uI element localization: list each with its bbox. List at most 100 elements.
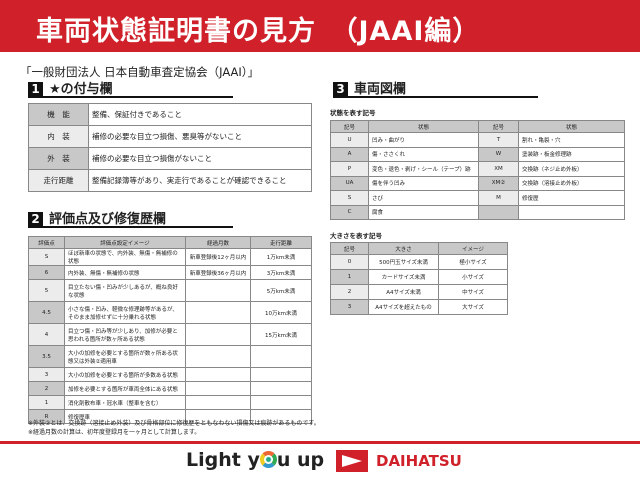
table-cell: 整備記録簿等があり、実走行であることが確認できること	[88, 169, 312, 192]
table-cell: P	[330, 161, 369, 177]
table-cell: 6	[28, 265, 65, 280]
table-cell: R	[28, 409, 65, 424]
table-cell: 1万km未満	[250, 248, 312, 266]
table-row: C 腐食	[330, 204, 625, 220]
table-cell: 加修を必要とする箇所が車両全体にある状態	[64, 381, 186, 396]
table-row: 6 内外装、無傷・無補修の状態 新車登録後36ヶ月以内 3万km未満	[28, 265, 312, 280]
subtitle: 「一般財団法人 日本自動車査定協会（JAAI）」	[20, 65, 260, 79]
table-cell: 整備、保証付きであること	[88, 103, 312, 126]
table-cell: 10万km未満	[250, 301, 312, 324]
table-cell: XM②	[478, 175, 519, 191]
table-row: 機 能整備、保証付きであること	[28, 103, 312, 126]
table-cell: 大小の加修を必要とする箇所が多数ある状態	[64, 367, 186, 382]
title-band: 車両状態証明書の見方 （JAAI編）	[0, 0, 640, 52]
table-row: U 凹み・曲がり T 割れ・亀裂・穴	[330, 132, 625, 148]
table-cell: 1	[28, 395, 65, 410]
table-cell: A4サイズを超えたもの	[368, 299, 439, 315]
table-row: 4.5 小さな傷・凹み、軽微な修理跡等があるが、そのまま加修せずに十分乗れる状態 1…	[28, 301, 312, 324]
table-row: S ほぼ新車の状態で、内外装、無傷・無補修の状態 新車登録後12ヶ月以内 1万km未満	[28, 248, 312, 266]
table-cell: 傷を伴う凹み	[368, 175, 479, 191]
table-cell: 変色・退色・剥げ・シール（テープ）跡	[368, 161, 479, 177]
star-table: 機 能整備、保証付きであること内 装補修の必要な目立つ損傷、悪臭等がないこと外 …	[28, 103, 312, 192]
notes: ※外装②とは、交換跡（溶接止め外装）及び骨格部位に修復歴をともなわない損傷又は痕…	[28, 419, 320, 437]
table-cell	[185, 381, 251, 396]
table-cell: 3	[28, 367, 65, 382]
table-cell: 小サイズ	[438, 269, 508, 285]
table-cell: カードサイズ未満	[368, 269, 439, 285]
section-label: 評価点及び修復歴欄	[49, 212, 167, 227]
table-cell	[478, 204, 519, 220]
table-cell: 補修の必要な目立つ損傷、悪臭等がないこと	[88, 125, 312, 148]
table-cell	[250, 409, 312, 424]
table-cell: 交換跡（溶接止め外板）	[518, 175, 625, 191]
table-cell: 3.5	[28, 345, 65, 368]
column-header: 評価点設定イメージ	[64, 236, 186, 249]
table-cell: 塗装跡・板金修理跡	[518, 146, 625, 162]
table-row: 5 目立たない傷・凹みが少しあるが、概ね良好な状態 5万km未満	[28, 279, 312, 302]
table-cell: 1	[330, 269, 369, 285]
table-row: 1 カードサイズ未満 小サイズ	[330, 269, 508, 285]
section-label: ★の付与欄	[49, 82, 113, 97]
rainbow-ring-icon	[259, 451, 277, 468]
table-cell: 5	[28, 279, 65, 302]
table-row: 1 消化剤散布車・冠水車（整車を含む）	[28, 395, 312, 410]
table-cell: 目立たない傷・凹みが少しあるが、概ね良好な状態	[64, 279, 186, 302]
table-cell: 中サイズ	[438, 284, 508, 300]
slogan-text: u up	[276, 449, 325, 471]
column-header: イメージ	[438, 242, 508, 255]
table-cell: 傷・ささくれ	[368, 146, 479, 162]
table-cell	[250, 395, 312, 410]
section-number: 3	[333, 82, 348, 97]
table-cell: 3万km未満	[250, 265, 312, 280]
table-row: S さび M 修復歴	[330, 190, 625, 206]
table-cell: 大サイズ	[438, 299, 508, 315]
table-cell: 新車登録後36ヶ月以内	[185, 265, 251, 280]
column-header: 記号	[330, 242, 369, 255]
table-row: 3.5 大小の加修を必要とする箇所が数ヶ所ある状態又は外装②適用車	[28, 345, 312, 368]
table-cell: 凹み・曲がり	[368, 132, 479, 148]
table-cell: 小さな傷・凹み、軽微な修理跡等があるが、そのまま加修せずに十分乗れる状態	[64, 301, 186, 324]
table-row: A 傷・ささくれ W 塗装跡・板金修理跡	[330, 146, 625, 162]
caption-size-symbols: 大きさを表す記号	[330, 232, 382, 240]
table-cell	[185, 395, 251, 410]
table-cell	[250, 381, 312, 396]
table-cell	[185, 301, 251, 324]
table-cell: S	[28, 248, 65, 266]
section2-heading: 2 評価点及び修復歴欄	[28, 212, 233, 228]
table-row: 3 A4サイズを超えたもの 大サイズ	[330, 299, 508, 315]
table-cell: M	[478, 190, 519, 206]
table-cell: W	[478, 146, 519, 162]
column-header: 評価点	[28, 236, 65, 249]
column-header: 記号	[478, 120, 519, 133]
table-cell: UA	[330, 175, 369, 191]
table-row: 0 500円玉サイズ未満 極小サイズ	[330, 254, 508, 270]
column-header: 状態	[518, 120, 625, 133]
column-header: 走行距離	[250, 236, 312, 249]
table-cell: C	[330, 204, 369, 220]
brand-name: DAIHATSU	[376, 452, 462, 470]
page-title: 車両状態証明書の見方 （JAAI編）	[36, 16, 481, 47]
table-cell	[185, 279, 251, 302]
table-cell: 3	[330, 299, 369, 315]
table-cell: S	[330, 190, 369, 206]
table-row: 内 装補修の必要な目立つ損傷、悪臭等がないこと	[28, 125, 312, 148]
table-row: 走行距離 整備記録簿等があり、実走行であることが確認できること	[28, 169, 312, 192]
table-cell: A	[330, 146, 369, 162]
column-header: 記号	[330, 120, 369, 133]
table-cell: 修復歴	[518, 190, 625, 206]
table-cell: A4サイズ未満	[368, 284, 439, 300]
table-cell: 機 能	[28, 103, 89, 126]
size-symbol-table: 記号 大きさ イメージ 0 500円玉サイズ未満 極小サイズ 1 カードサイズ未満 小サイズ 2 A…	[330, 242, 508, 315]
table-cell: 2	[28, 381, 65, 396]
caption-condition-symbols: 状態を表す記号	[330, 109, 376, 117]
table-cell	[185, 323, 251, 346]
table-row: P 変色・退色・剥げ・シール（テープ）跡 XM 交換跡（ネジ止め外板）	[330, 161, 625, 177]
table-cell: 4	[28, 323, 65, 346]
table-row: UA 傷を伴う凹み XM② 交換跡（溶接止め外板）	[330, 175, 625, 191]
condition-symbol-table: 記号 状態 記号 状態 U 凹み・曲がり T 割れ・亀裂・穴 A 傷・ささくれ W 塗装跡・板金修理跡…	[330, 120, 625, 220]
section-label: 車両図欄	[354, 82, 407, 97]
table-cell: ほぼ新車の状態で、内外装、無傷・無補修の状態	[64, 248, 186, 266]
divider	[0, 441, 640, 444]
table-cell: 2	[330, 284, 369, 300]
table-cell	[250, 367, 312, 382]
